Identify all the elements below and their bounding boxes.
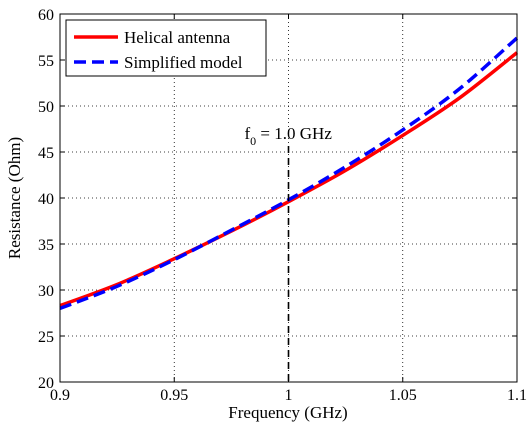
y-tick-label: 50: [38, 99, 54, 116]
y-tick-label: 40: [38, 191, 54, 208]
y-tick-label: 45: [38, 145, 54, 162]
f0-annotation-main: f: [245, 124, 251, 143]
y-axis-label: Resistance (Ohm): [5, 137, 24, 259]
f0-annotation-rest: = 1.0 GHz: [256, 124, 332, 143]
y-tick-label: 55: [38, 53, 54, 70]
legend-box: [65, 19, 267, 77]
y-tick-label: 25: [38, 329, 54, 346]
ticks: 0.9 0.95 1 1.05 1.1 20 25 30 35 40 45 50 55 60: [38, 7, 527, 404]
x-axis-label: Frequency (GHz): [228, 403, 347, 422]
x-tick-label: 1.05: [389, 387, 417, 404]
annotation-layer: f0 = 1.0 GHz: [245, 124, 333, 382]
x-tick-label: 0.9: [50, 387, 70, 404]
legend-label-helical-antenna: Helical antenna: [124, 28, 231, 47]
y-tick-label: 60: [38, 7, 54, 24]
x-tick-label: 0.95: [160, 387, 188, 404]
x-tick-label: 1: [285, 387, 293, 404]
y-tick-label: 35: [38, 237, 54, 254]
y-tick-label: 20: [38, 375, 54, 392]
legend-label-simplified-model: Simplified model: [124, 53, 243, 72]
y-tick-label: 30: [38, 283, 54, 300]
x-tick-label: 1.1: [507, 387, 527, 404]
f0-annotation: f0 = 1.0 GHz: [245, 124, 333, 148]
f0-annotation-subscript: 0: [250, 134, 256, 148]
legend: Helical antenna Simplified model: [65, 19, 267, 77]
